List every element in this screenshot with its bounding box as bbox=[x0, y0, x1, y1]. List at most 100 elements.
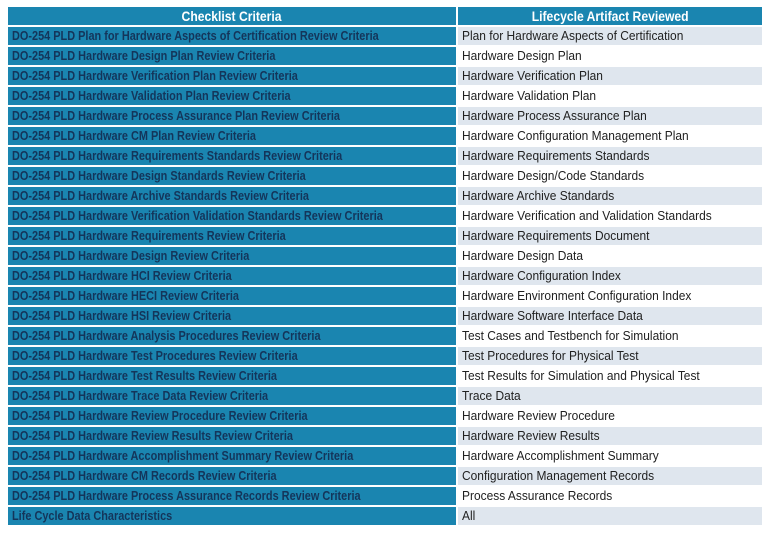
lifecycle-artifact-cell: Hardware Verification Plan bbox=[456, 65, 764, 87]
cell-text: DO-254 PLD Hardware Accomplishment Summa… bbox=[12, 448, 354, 463]
table-row: DO-254 PLD Hardware Verification Validat… bbox=[6, 205, 764, 227]
checklist-criteria-cell: DO-254 PLD Hardware Requirements Standar… bbox=[6, 145, 458, 167]
checklist-criteria-cell: DO-254 PLD Hardware Design Standards Rev… bbox=[6, 165, 458, 187]
cell-text: DO-254 PLD Plan for Hardware Aspects of … bbox=[12, 28, 379, 43]
lifecycle-artifact-cell: Hardware Review Results bbox=[456, 425, 764, 447]
cell-text: Life Cycle Data Characteristics bbox=[12, 508, 173, 523]
cell-text: Hardware Requirements Document bbox=[462, 228, 650, 243]
table-row: DO-254 PLD Hardware Process Assurance Re… bbox=[6, 485, 764, 507]
checklist-criteria-cell: DO-254 PLD Hardware Validation Plan Revi… bbox=[6, 85, 458, 107]
checklist-criteria-cell: DO-254 PLD Hardware HCI Review Criteria bbox=[6, 265, 458, 287]
checklist-criteria-cell: DO-254 PLD Hardware CM Plan Review Crite… bbox=[6, 125, 458, 147]
checklist-criteria-cell: DO-254 PLD Hardware CM Records Review Cr… bbox=[6, 465, 458, 487]
checklist-criteria-cell: DO-254 PLD Hardware Archive Standards Re… bbox=[6, 185, 458, 207]
table-row: DO-254 PLD Plan for Hardware Aspects of … bbox=[6, 25, 764, 47]
header-label: Checklist Criteria bbox=[182, 8, 282, 24]
lifecycle-artifact-cell: Test Results for Simulation and Physical… bbox=[456, 365, 764, 387]
header-lifecycle-artifact: Lifecycle Artifact Reviewed bbox=[456, 5, 764, 27]
table-row: DO-254 PLD Hardware HECI Review Criteria… bbox=[6, 285, 764, 307]
checklist-criteria-cell: DO-254 PLD Hardware Trace Data Review Cr… bbox=[6, 385, 458, 407]
table-row: DO-254 PLD Hardware CM Plan Review Crite… bbox=[6, 125, 764, 147]
checklist-criteria-cell: DO-254 PLD Hardware HECI Review Criteria bbox=[6, 285, 458, 307]
cell-text: Test Procedures for Physical Test bbox=[462, 348, 639, 363]
lifecycle-artifact-cell: Configuration Management Records bbox=[456, 465, 764, 487]
lifecycle-artifact-cell: All bbox=[456, 505, 764, 527]
checklist-criteria-cell: DO-254 PLD Hardware Design Plan Review C… bbox=[6, 45, 458, 67]
checklist-criteria-cell: DO-254 PLD Hardware Process Assurance Re… bbox=[6, 485, 458, 507]
table-row: DO-254 PLD Hardware CM Records Review Cr… bbox=[6, 465, 764, 487]
cell-text: DO-254 PLD Hardware Verification Validat… bbox=[12, 208, 383, 223]
cell-text: Hardware Design Plan bbox=[462, 48, 582, 63]
cell-text: DO-254 PLD Hardware Requirements Review … bbox=[12, 228, 286, 243]
table-row: DO-254 PLD Hardware Test Procedures Revi… bbox=[6, 345, 764, 367]
checklist-criteria-cell: DO-254 PLD Hardware Requirements Review … bbox=[6, 225, 458, 247]
header-checklist-criteria: Checklist Criteria bbox=[6, 5, 458, 27]
checklist-criteria-cell: DO-254 PLD Hardware Process Assurance Pl… bbox=[6, 105, 458, 127]
cell-text: Test Cases and Testbench for Simulation bbox=[462, 328, 679, 343]
table-row: DO-254 PLD Hardware Archive Standards Re… bbox=[6, 185, 764, 207]
cell-text: Hardware Verification Plan bbox=[462, 68, 603, 83]
header-label: Lifecycle Artifact Reviewed bbox=[531, 8, 689, 24]
lifecycle-artifact-cell: Hardware Configuration Index bbox=[456, 265, 764, 287]
cell-text: DO-254 PLD Hardware Test Results Review … bbox=[12, 368, 278, 383]
cell-text: Configuration Management Records bbox=[462, 468, 655, 483]
lifecycle-artifact-cell: Hardware Requirements Standards bbox=[456, 145, 764, 167]
cell-text: Hardware Review Procedure bbox=[462, 408, 615, 423]
lifecycle-artifact-cell: Hardware Requirements Document bbox=[456, 225, 764, 247]
checklist-criteria-cell: Life Cycle Data Characteristics bbox=[6, 505, 458, 527]
checklist-criteria-cell: DO-254 PLD Hardware Test Procedures Revi… bbox=[6, 345, 458, 367]
cell-text: Process Assurance Records bbox=[462, 488, 613, 503]
table-row: DO-254 PLD Hardware HSI Review Criteria … bbox=[6, 305, 764, 327]
lifecycle-artifact-cell: Process Assurance Records bbox=[456, 485, 764, 507]
table-row: DO-254 PLD Hardware Trace Data Review Cr… bbox=[6, 385, 764, 407]
cell-text: Trace Data bbox=[462, 388, 521, 403]
cell-text: Plan for Hardware Aspects of Certificati… bbox=[462, 28, 684, 43]
lifecycle-artifact-cell: Hardware Environment Configuration Index bbox=[456, 285, 764, 307]
lifecycle-artifact-cell: Hardware Design/Code Standards bbox=[456, 165, 764, 187]
cell-text: Hardware Accomplishment Summary bbox=[462, 448, 659, 463]
lifecycle-artifact-cell: Test Procedures for Physical Test bbox=[456, 345, 764, 367]
cell-text: DO-254 PLD Hardware HCI Review Criteria bbox=[12, 268, 232, 283]
table-row: DO-254 PLD Hardware Validation Plan Revi… bbox=[6, 85, 764, 107]
table-row: DO-254 PLD Hardware Accomplishment Summa… bbox=[6, 445, 764, 467]
cell-text: Hardware Verification and Validation Sta… bbox=[462, 208, 712, 223]
checklist-criteria-cell: DO-254 PLD Hardware Verification Plan Re… bbox=[6, 65, 458, 87]
cell-text: DO-254 PLD Hardware Test Procedures Revi… bbox=[12, 348, 298, 363]
lifecycle-artifact-cell: Hardware Design Data bbox=[456, 245, 764, 267]
table-row: DO-254 PLD Hardware Verification Plan Re… bbox=[6, 65, 764, 87]
checklist-criteria-cell: DO-254 PLD Plan for Hardware Aspects of … bbox=[6, 25, 458, 47]
lifecycle-artifact-cell: Hardware Design Plan bbox=[456, 45, 764, 67]
cell-text: DO-254 PLD Hardware Design Standards Rev… bbox=[12, 168, 306, 183]
checklist-criteria-cell: DO-254 PLD Hardware Test Results Review … bbox=[6, 365, 458, 387]
table-row: DO-254 PLD Hardware Review Procedure Rev… bbox=[6, 405, 764, 427]
cell-text: Hardware Configuration Index bbox=[462, 268, 621, 283]
lifecycle-artifact-cell: Trace Data bbox=[456, 385, 764, 407]
cell-text: DO-254 PLD Hardware Trace Data Review Cr… bbox=[12, 388, 269, 403]
checklist-criteria-cell: DO-254 PLD Hardware Review Results Revie… bbox=[6, 425, 458, 447]
cell-text: DO-254 PLD Hardware Archive Standards Re… bbox=[12, 188, 309, 203]
cell-text: Hardware Configuration Management Plan bbox=[462, 128, 689, 143]
cell-text: Hardware Review Results bbox=[462, 428, 600, 443]
lifecycle-artifact-cell: Test Cases and Testbench for Simulation bbox=[456, 325, 764, 347]
cell-text: Test Results for Simulation and Physical… bbox=[462, 368, 700, 383]
cell-text: DO-254 PLD Hardware HECI Review Criteria bbox=[12, 288, 239, 303]
checklist-criteria-cell: DO-254 PLD Hardware Design Review Criter… bbox=[6, 245, 458, 267]
lifecycle-artifact-cell: Plan for Hardware Aspects of Certificati… bbox=[456, 25, 764, 47]
cell-text: DO-254 PLD Hardware Process Assurance Re… bbox=[12, 488, 361, 503]
cell-text: DO-254 PLD Hardware Process Assurance Pl… bbox=[12, 108, 340, 123]
lifecycle-artifact-cell: Hardware Process Assurance Plan bbox=[456, 105, 764, 127]
lifecycle-artifact-cell: Hardware Review Procedure bbox=[456, 405, 764, 427]
checklist-artifact-table: Checklist Criteria Lifecycle Artifact Re… bbox=[6, 5, 764, 527]
lifecycle-artifact-cell: Hardware Verification and Validation Sta… bbox=[456, 205, 764, 227]
cell-text: Hardware Archive Standards bbox=[462, 188, 615, 203]
cell-text: Hardware Software Interface Data bbox=[462, 308, 643, 323]
cell-text: DO-254 PLD Hardware Verification Plan Re… bbox=[12, 68, 298, 83]
cell-text: DO-254 PLD Hardware Review Results Revie… bbox=[12, 428, 294, 443]
checklist-criteria-cell: DO-254 PLD Hardware Review Procedure Rev… bbox=[6, 405, 458, 427]
cell-text: All bbox=[462, 508, 476, 523]
lifecycle-artifact-cell: Hardware Validation Plan bbox=[456, 85, 764, 107]
cell-text: Hardware Requirements Standards bbox=[462, 148, 650, 163]
lifecycle-artifact-cell: Hardware Configuration Management Plan bbox=[456, 125, 764, 147]
cell-text: Hardware Validation Plan bbox=[462, 88, 597, 103]
table-header-row: Checklist Criteria Lifecycle Artifact Re… bbox=[6, 5, 764, 27]
